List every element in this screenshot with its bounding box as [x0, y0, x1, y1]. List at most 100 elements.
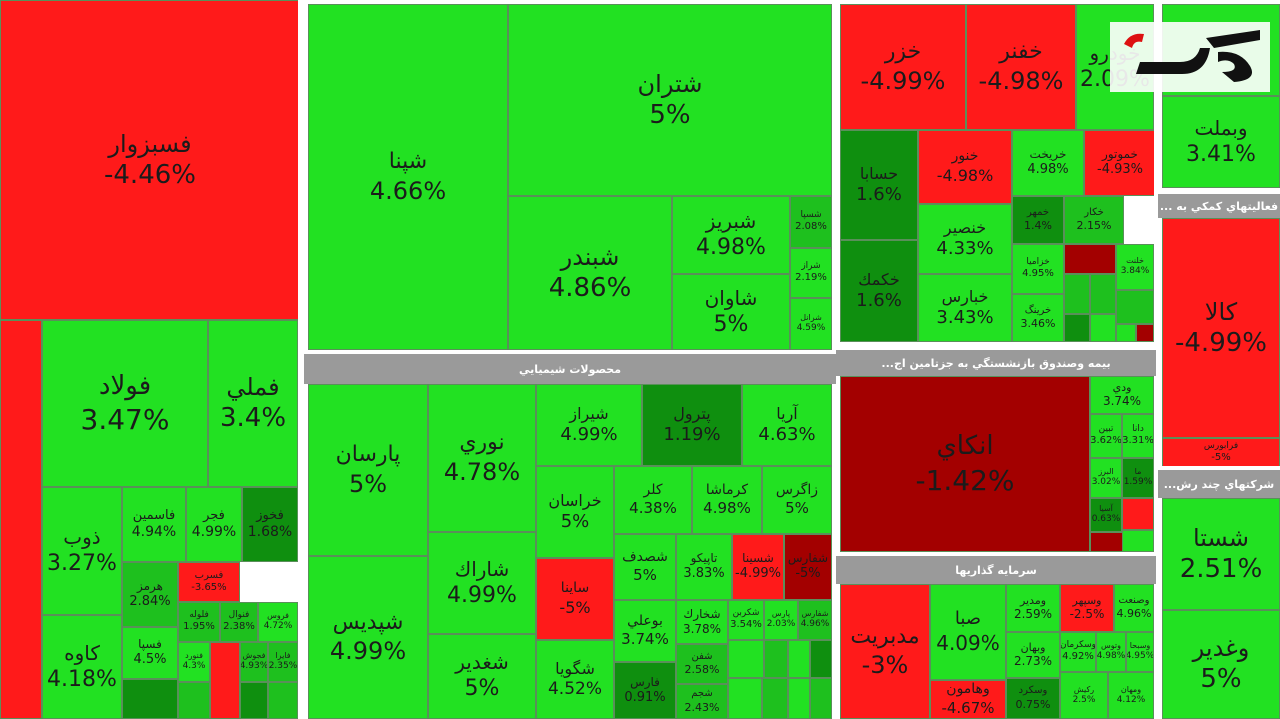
- treemap-tile[interactable]: خزاميا 4.95%: [1012, 244, 1064, 294]
- treemap-tile[interactable]: كالا -4.99%: [1162, 218, 1280, 438]
- treemap-tile[interactable]: خنصير 4.33%: [918, 204, 1012, 274]
- treemap-tile[interactable]: حسابا 1.6%: [840, 130, 918, 240]
- treemap-tile[interactable]: وهامون -4.67%: [930, 680, 1006, 719]
- treemap-tile[interactable]: ما 1.59%: [1122, 458, 1154, 498]
- treemap-tile[interactable]: وسبحا 4.95%: [1126, 632, 1154, 672]
- treemap-tile[interactable]: خكمك 1.6%: [840, 240, 918, 342]
- treemap-tile[interactable]: شپنا 4.66%: [308, 4, 508, 350]
- treemap-tile[interactable]: خبارس 3.43%: [918, 274, 1012, 342]
- treemap-tile[interactable]: شراز 2.19%: [790, 248, 832, 298]
- treemap-tile[interactable]: دانا 3.31%: [1122, 414, 1154, 458]
- treemap-tile[interactable]: پارس 2.03%: [764, 600, 798, 640]
- treemap-tile[interactable]: خزر -4.99%: [840, 4, 966, 130]
- treemap-tile[interactable]: شبريز 4.98%: [672, 196, 790, 274]
- treemap-tile[interactable]: وتوس 4.98%: [1096, 632, 1126, 672]
- treemap-tile[interactable]: شغدير 5%: [428, 634, 536, 719]
- tile-change: 4.09%: [936, 630, 1000, 655]
- treemap-tile[interactable]: فسپا 4.5%: [122, 627, 178, 679]
- treemap-tile[interactable]: فاسمين 4.94%: [122, 487, 186, 562]
- treemap-tile[interactable]: فنورد 4.3%: [178, 642, 210, 682]
- treemap-tile[interactable]: آسيا 0.63%: [1090, 498, 1122, 532]
- treemap-tile[interactable]: وبملت 3.41%: [1162, 96, 1280, 188]
- treemap-tile[interactable]: خنور -4.98%: [918, 130, 1012, 204]
- treemap-tile[interactable]: انكاي -1.42%: [840, 376, 1090, 552]
- treemap-tile[interactable]: شجم 2.43%: [676, 684, 728, 719]
- treemap-tile[interactable]: شگويا 4.52%: [536, 640, 614, 719]
- treemap-tile[interactable]: فايرا 2.35%: [268, 642, 298, 682]
- treemap-tile[interactable]: فجوش 4.93%: [240, 642, 268, 682]
- treemap-tile[interactable]: صبا 4.09%: [930, 584, 1006, 680]
- treemap-tile[interactable]: آريا 4.63%: [742, 384, 832, 466]
- treemap-tile[interactable]: ومدير 2.59%: [1006, 584, 1060, 632]
- treemap-tile[interactable]: شپديس 4.99%: [308, 556, 428, 719]
- treemap-tile[interactable]: كاوه 4.18%: [42, 615, 122, 719]
- tile-change: 3.74%: [621, 630, 669, 649]
- treemap-tile[interactable]: كلر 4.38%: [614, 466, 692, 534]
- treemap-tile[interactable]: ودي 3.74%: [1090, 376, 1154, 414]
- tile-change: 0.75%: [1015, 697, 1051, 711]
- treemap-tile[interactable]: شصدف 5%: [614, 534, 676, 600]
- treemap-tile[interactable]: فولاد 3.47%: [42, 320, 208, 487]
- treemap-tile[interactable]: شخارك 3.78%: [676, 600, 728, 644]
- treemap-tile[interactable]: فنوال 2.38%: [220, 602, 258, 642]
- treemap-tile[interactable]: ذوب 3.27%: [42, 487, 122, 615]
- treemap-tile[interactable]: فرابورس -5%: [1162, 438, 1280, 468]
- treemap-tile[interactable]: پارسان 5%: [308, 384, 428, 556]
- treemap-tile[interactable]: شكربن 3.54%: [728, 600, 764, 640]
- tile-symbol: تاپيكو: [690, 551, 718, 566]
- treemap-tile[interactable]: شسينا -4.99%: [732, 534, 784, 600]
- treemap-tile[interactable]: نوري 4.78%: [428, 384, 536, 532]
- treemap-tile[interactable]: وسكرد 0.75%: [1006, 678, 1060, 719]
- treemap-tile[interactable]: زاگرس 5%: [762, 466, 832, 534]
- treemap-tile[interactable]: خكار 2.15%: [1064, 196, 1124, 244]
- treemap-tile[interactable]: شاراك 4.99%: [428, 532, 536, 634]
- tile-symbol: خكار: [1084, 206, 1104, 218]
- treemap-tile[interactable]: فسرب -3.65%: [178, 562, 240, 602]
- treemap-tile[interactable]: شرانل 4.59%: [790, 298, 832, 350]
- treemap-tile[interactable]: وصنعت 4.96%: [1114, 584, 1154, 632]
- treemap-tile[interactable]: هرمز 2.84%: [122, 562, 178, 627]
- treemap-tile[interactable]: فجر 4.99%: [186, 487, 242, 562]
- tile-symbol: هرمز: [137, 578, 163, 593]
- treemap-tile[interactable]: پترول 1.19%: [642, 384, 742, 466]
- tile-change: 1.95%: [183, 621, 215, 633]
- treemap-tile[interactable]: خراسان 5%: [536, 466, 614, 558]
- treemap-tile[interactable]: شستا 2.51%: [1162, 498, 1280, 610]
- treemap-tile[interactable]: شفارس 4.96%: [798, 600, 832, 640]
- treemap-tile[interactable]: شتران 5%: [508, 4, 832, 196]
- treemap-tile[interactable]: خفنر -4.98%: [966, 4, 1076, 130]
- treemap-tile[interactable]: كرماشا 4.98%: [692, 466, 762, 534]
- treemap-tile[interactable]: خموتور -4.93%: [1084, 130, 1156, 196]
- treemap-tile[interactable]: فسبزوار -4.46%: [0, 0, 300, 320]
- treemap-tile[interactable]: ومهان 4.12%: [1108, 672, 1154, 719]
- treemap-tile[interactable]: فلوله 1.95%: [178, 602, 220, 642]
- tile-change: -5%: [1211, 452, 1231, 464]
- treemap-tile[interactable]: شيراز 4.99%: [536, 384, 642, 466]
- treemap-tile[interactable]: وبهان 2.73%: [1006, 632, 1060, 678]
- treemap-tile[interactable]: فروس 4.72%: [258, 602, 298, 642]
- treemap-tile[interactable]: بوعلي 3.74%: [614, 600, 676, 662]
- treemap-tile[interactable]: مدبريت -3%: [840, 584, 930, 719]
- treemap-tile[interactable]: خلنت 3.84%: [1116, 244, 1154, 290]
- treemap-tile[interactable]: تاپيكو 3.83%: [676, 534, 732, 600]
- treemap-tile[interactable]: ركيش 2.5%: [1060, 672, 1108, 719]
- treemap-tile[interactable]: خريخت 4.98%: [1012, 130, 1084, 196]
- treemap-tile[interactable]: شفارس -5%: [784, 534, 832, 600]
- treemap-tile[interactable]: خمهر 1.4%: [1012, 196, 1064, 244]
- treemap-tile[interactable]: خرينگ 3.46%: [1012, 294, 1064, 342]
- treemap-tile[interactable]: وسپهر -2.5%: [1060, 584, 1114, 632]
- tile-change: 3.27%: [47, 550, 117, 576]
- treemap-tile[interactable]: فملي 3.4%: [208, 320, 298, 487]
- treemap-tile[interactable]: فارس 0.91%: [614, 662, 676, 719]
- treemap-tile[interactable]: شبندر 4.86%: [508, 196, 672, 350]
- treemap-tile[interactable]: شسپا 2.08%: [790, 196, 832, 248]
- tile-change: 3.47%: [80, 403, 170, 437]
- treemap-tile[interactable]: البرز 3.02%: [1090, 458, 1122, 498]
- treemap-tile[interactable]: وسكرمان 4.92%: [1060, 632, 1096, 672]
- treemap-tile[interactable]: تبين 3.62%: [1090, 414, 1122, 458]
- treemap-tile[interactable]: ساينا -5%: [536, 558, 614, 640]
- treemap-tile[interactable]: شفن 2.58%: [676, 644, 728, 684]
- treemap-tile[interactable]: شاوان 5%: [672, 274, 790, 350]
- treemap-tile[interactable]: وغدير 5%: [1162, 610, 1280, 719]
- treemap-tile[interactable]: فخوز 1.68%: [242, 487, 298, 562]
